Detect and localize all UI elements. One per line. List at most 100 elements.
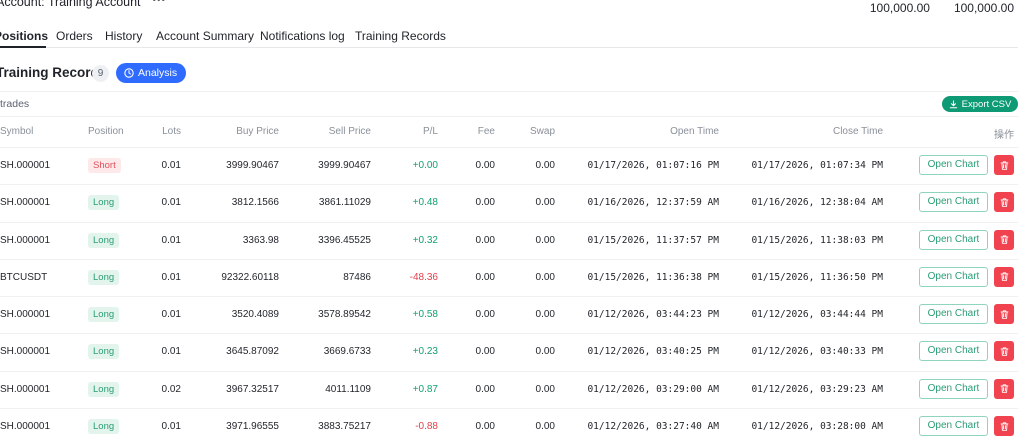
delete-button[interactable] xyxy=(994,378,1014,399)
top-bar: Account: Training Account ••• 100,000.00 … xyxy=(0,0,1024,26)
cell-buy-price: 3645.87092 xyxy=(226,346,279,358)
table-row: SH.000001 Long 0.01 3812.1566 3861.11029 +0.4… xyxy=(0,185,1018,223)
cell-swap: 0.00 xyxy=(535,383,555,395)
cell-sell-price: 3861.11029 xyxy=(318,197,371,209)
cell-open-time: 01/12/2026, 03:27:40 AM xyxy=(587,421,719,433)
open-chart-button[interactable]: Open Chart xyxy=(919,341,988,362)
open-chart-button[interactable]: Open Chart xyxy=(919,266,988,287)
cell-buy-price: 3999.90467 xyxy=(226,160,279,171)
cell-close-time: 01/16/2026, 12:38:04 AM xyxy=(751,197,883,209)
cell-fee: 0.00 xyxy=(475,271,495,283)
position-badge: Long xyxy=(88,344,120,360)
cell-close-time: 01/15/2026, 11:38:03 PM xyxy=(751,234,883,246)
cell-symbol: BTCUSDT xyxy=(0,271,48,283)
cell-open-time: 01/12/2026, 03:40:25 PM xyxy=(587,346,719,358)
table-row: BTCUSDT Long 0.01 92322.60118 87486 -48.36 0.0… xyxy=(0,260,1018,298)
delete-button[interactable] xyxy=(994,341,1014,362)
cell-close-time: 01/15/2026, 11:36:50 PM xyxy=(751,271,883,283)
table-row: SH.000001 Long 0.01 3363.98 3396.45525 +0.32 0… xyxy=(0,223,1018,260)
open-chart-button[interactable]: Open Chart xyxy=(919,416,988,436)
balance-value-1: 100,000.00 xyxy=(869,1,930,15)
cell-open-time: 01/15/2026, 11:37:57 PM xyxy=(587,234,719,246)
cell-lots: 0.02 xyxy=(161,383,181,395)
tab-account-summary[interactable]: Account Summary xyxy=(156,29,255,43)
header-symbol: Symbol xyxy=(0,126,34,137)
tab-training-records[interactable]: Training Records xyxy=(355,29,446,43)
cell-symbol: SH.000001 xyxy=(0,309,51,321)
cell-swap: 0.00 xyxy=(535,346,555,358)
tab-positions[interactable]: Positions xyxy=(0,29,49,43)
cell-fee: 0.00 xyxy=(475,197,495,209)
tab-notifications-log[interactable]: Notifications log xyxy=(260,29,345,43)
header-buy-price: Buy Price xyxy=(236,126,279,137)
cell-swap: 0.00 xyxy=(535,197,555,209)
export-csv-button[interactable]: Export CSV xyxy=(942,96,1018,112)
table-row: SH.000001 Short 0.01 3999.90467 3999.90467 +0… xyxy=(0,148,1018,186)
delete-button[interactable] xyxy=(994,155,1014,175)
cell-buy-price: 92322.60118 xyxy=(221,271,279,283)
position-badge: Long xyxy=(88,195,120,211)
cell-open-time: 01/15/2026, 11:36:38 PM xyxy=(587,271,719,283)
cell-symbol: SH.000001 xyxy=(0,421,51,433)
position-badge: Short xyxy=(88,158,121,173)
cell-open-time: 01/12/2026, 03:44:23 PM xyxy=(587,309,719,321)
trash-icon xyxy=(1000,235,1008,244)
cell-fee: 0.00 xyxy=(475,234,495,246)
cell-lots: 0.01 xyxy=(161,271,181,283)
cell-close-time: 01/12/2026, 03:44:44 PM xyxy=(751,309,883,321)
trash-icon xyxy=(1000,310,1008,319)
open-chart-button[interactable]: Open Chart xyxy=(919,378,988,399)
trades-toolbar: trades Export CSV xyxy=(0,91,1018,115)
section-header: Training Records 9 Analysis xyxy=(0,62,1018,84)
cell-sell-price: 87486 xyxy=(343,271,371,283)
tab-history[interactable]: History xyxy=(105,29,143,43)
cell-swap: 0.00 xyxy=(535,421,555,433)
delete-button[interactable] xyxy=(994,266,1014,287)
cell-pl: +0.23 xyxy=(412,346,438,358)
cell-buy-price: 3520.4089 xyxy=(231,309,279,321)
cell-symbol: SH.000001 xyxy=(0,383,51,395)
section-title: Training Records xyxy=(0,65,107,80)
more-options-icon[interactable]: ••• xyxy=(152,0,167,6)
cell-close-time: 01/12/2026, 03:40:33 PM xyxy=(751,346,883,358)
delete-button[interactable] xyxy=(994,416,1014,436)
record-count-badge: 9 xyxy=(92,65,109,82)
cell-fee: 0.00 xyxy=(475,383,495,395)
training-records-table: Symbol Position Lots Buy Price Sell Pric… xyxy=(0,116,1018,436)
trash-icon xyxy=(1000,272,1008,282)
tab-orders[interactable]: Orders xyxy=(56,29,93,43)
cell-swap: 0.00 xyxy=(535,309,555,321)
cell-sell-price: 4011.1109 xyxy=(325,383,371,395)
header-actions: 操作 xyxy=(994,130,1014,141)
cell-close-time: 01/17/2026, 01:07:34 PM xyxy=(751,160,883,171)
cell-open-time: 01/17/2026, 01:07:16 PM xyxy=(587,160,719,171)
open-chart-button[interactable]: Open Chart xyxy=(919,155,988,175)
open-chart-button[interactable]: Open Chart xyxy=(919,192,988,213)
cell-close-time: 01/12/2026, 03:28:00 AM xyxy=(751,421,883,433)
trash-icon xyxy=(1000,421,1008,431)
delete-button[interactable] xyxy=(994,192,1014,213)
analysis-button[interactable]: Analysis xyxy=(116,63,187,83)
header-swap: Swap xyxy=(529,126,555,137)
open-chart-button[interactable]: Open Chart xyxy=(919,229,988,250)
open-chart-button[interactable]: Open Chart xyxy=(919,304,988,325)
cell-lots: 0.01 xyxy=(161,421,181,433)
balance-value-2: 100,000.00 xyxy=(953,1,1014,15)
cell-buy-price: 3363.98 xyxy=(242,234,279,246)
cell-open-time: 01/12/2026, 03:29:00 AM xyxy=(587,383,719,395)
delete-button[interactable] xyxy=(994,229,1014,250)
cell-pl: +0.00 xyxy=(412,160,438,171)
cell-pl: -48.36 xyxy=(409,271,438,283)
delete-button[interactable] xyxy=(994,304,1014,325)
cell-symbol: SH.000001 xyxy=(0,234,51,246)
cell-pl: +0.32 xyxy=(412,234,438,246)
cell-lots: 0.01 xyxy=(161,197,181,209)
active-tab-indicator xyxy=(0,46,46,48)
cell-fee: 0.00 xyxy=(475,160,495,171)
header-open-time: Open Time xyxy=(670,126,719,137)
cell-fee: 0.00 xyxy=(475,421,495,433)
cell-swap: 0.00 xyxy=(535,234,555,246)
cell-sell-price: 3578.89542 xyxy=(318,309,371,321)
cell-lots: 0.01 xyxy=(161,346,181,358)
cell-pl: -0.88 xyxy=(415,421,438,433)
